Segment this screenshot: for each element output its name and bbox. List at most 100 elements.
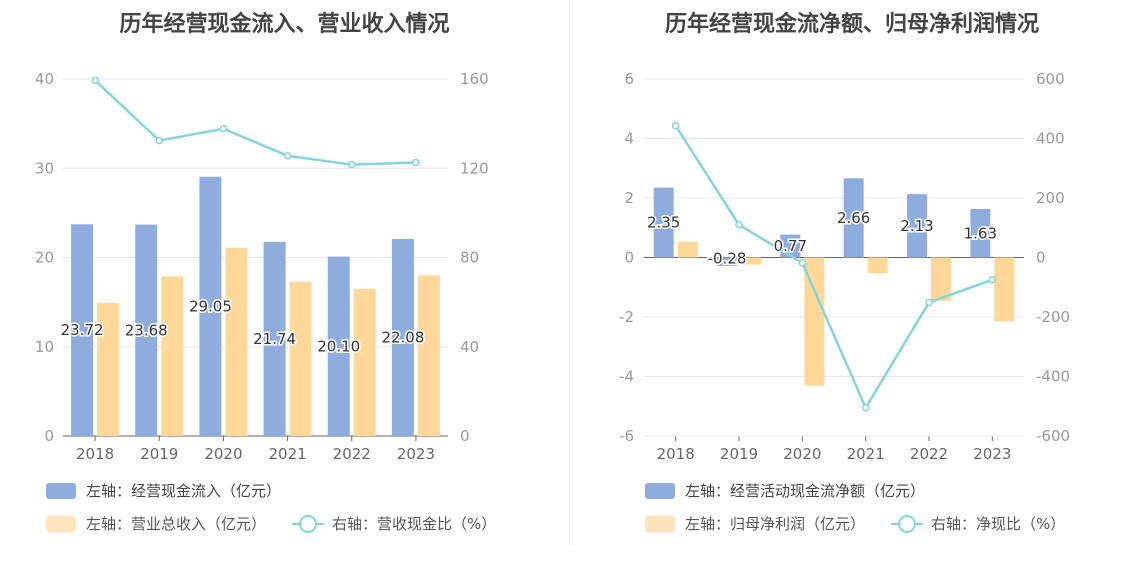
chart2-ratio-point [798,259,807,267]
chart1-x-tick-label: 2018 [76,445,114,463]
chart1-bar-data-label: 29.05 [189,297,232,315]
chart1-left-tick-label: 20 [35,249,54,267]
chart2-x-tick-label: 2022 [910,445,948,463]
chart1-blue-bar [135,224,158,436]
chart2-yellow-bar [804,257,825,386]
chart1-title: 历年经营现金流入、营业收入情况 [119,12,450,37]
chart2-bar-data-label: 2.35 [647,214,680,232]
chart2-yellow-bar [931,257,951,301]
chart1-x-tick-label: 2020 [204,445,242,463]
chart2-right-tick-label: -400 [1036,368,1070,386]
chart2-bar-data-label: 2.13 [900,217,933,235]
chart1-yellow-bar [97,303,120,436]
chart2-left-tick-label: 2 [624,189,634,207]
chart1-x-tick-label: 2022 [333,445,371,463]
chart2-ratio-point [735,221,743,229]
legend-label: 左轴：经营现金流入（亿元） [86,482,282,500]
legend-swatch-blue [46,482,76,499]
chart2-legend-item-ratio[interactable]: 右轴：净现比（%） [891,513,1065,534]
legend-label: 右轴：营收现金比（%） [332,515,497,533]
chart1-x-tick-label: 2023 [397,445,435,463]
chart2-blue-bar [970,209,991,258]
legend-swatch-blue [645,482,675,499]
chart1-left-tick-label: 40 [35,70,54,88]
chart1-bar-data-label: 23.72 [61,321,104,339]
chart1-ratio-point [219,125,228,133]
chart2-yellow-bar [994,257,1015,322]
chart1-bar-data-label: 21.74 [253,330,296,348]
chart2-ratio-point [925,298,933,307]
chart2-yellow-bar [867,257,888,274]
chart2-x-tick-label: 2019 [720,445,758,463]
chart1-legend-item-ratio[interactable]: 右轴：营收现金比（%） [292,513,496,534]
chart1-yellow-bar [417,275,440,436]
chart2-left-tick-label: 4 [624,130,634,148]
chart2-left-tick-label: 0 [624,249,634,267]
chart2-x-tick-label: 2020 [783,445,821,463]
chart2-blue-bar [717,257,737,266]
chart1-right-tick-label: 0 [460,427,470,445]
chart2-ratio-line [674,125,993,411]
legend-line-circle-icon [891,514,923,533]
legend-swatch-yellow [645,515,675,532]
panel-divider [569,0,570,545]
legend-label: 左轴：归母净利润（亿元） [685,515,866,533]
chart1-legend-item-inflow[interactable]: 左轴：经营现金流入（亿元） [46,480,281,501]
chart1-blue-bar [327,256,350,436]
chart2-blue-bar [653,187,674,258]
chart1-legend-item-revenue[interactable]: 左轴：营业总收入（亿元） [46,513,266,534]
chart2-blue-bar [843,178,864,258]
chart2-right-tick-label: 0 [1036,249,1046,267]
legend-label: 左轴：经营活动现金流净额（亿元） [685,482,926,500]
chart1-right-tick-label: 160 [460,70,489,88]
chart1-yellow-bar [161,276,184,436]
chart2-left-tick-label: 6 [624,70,634,88]
chart1-bar-data-label: 23.68 [125,321,168,339]
chart2-blue-bar [907,194,927,258]
chart2-right-tick-label: 400 [1036,130,1065,148]
chart2-left-tick-label: -2 [619,308,634,326]
chart1-ratio-line [94,79,416,166]
chart2-left-tick-label: -4 [619,368,634,386]
chart1-yellow-bar [289,281,312,436]
chart1-right-tick-label: 40 [460,338,479,356]
chart1-right-tick-label: 120 [460,159,489,177]
chart1-left-tick-label: 30 [35,159,54,177]
chart2-bar-data-label: -0.28 [708,250,747,268]
chart2-right-tick-label: 600 [1036,70,1065,88]
chart1-ratio-point [283,152,292,160]
chart2-bar-data-label: 1.63 [964,224,997,242]
chart1-ratio-point [348,160,356,169]
chart2-right-tick-label: 200 [1036,189,1065,207]
chart1-blue-bar [391,238,414,436]
legend-label: 右轴：净现比（%） [931,515,1066,533]
chart1-left-tick-label: 0 [44,427,54,445]
chart2-ratio-point [671,121,680,130]
chart1-ratio-point [155,136,163,145]
legend-label: 左轴：营业总收入（亿元） [86,515,267,533]
chart1-bar-data-label: 22.08 [381,328,424,346]
chart2-legend-item-netflow[interactable]: 左轴：经营活动现金流净额（亿元） [645,480,925,501]
chart2-x-tick-label: 2023 [973,445,1011,463]
chart2-x-tick-label: 2021 [847,445,885,463]
chart1-ratio-point [412,158,420,167]
chart1-blue-bar [263,241,286,436]
chart1-left-tick-label: 10 [35,338,54,356]
legend-swatch-yellow [46,515,76,532]
chart1-blue-bar [71,224,94,436]
chart2-yellow-bar [677,241,698,258]
chart2-right-tick-label: -200 [1036,308,1070,326]
chart1-x-tick-label: 2019 [140,445,178,463]
chart2-legend-item-netprofit[interactable]: 左轴：归母净利润（亿元） [645,513,865,534]
chart2-right-tick-label: -600 [1036,427,1070,445]
chart1-yellow-bar [353,288,376,436]
chart2-ratio-point [861,403,870,412]
chart2-ratio-point [988,276,997,284]
chart2-x-tick-label: 2018 [657,445,695,463]
chart1-right-tick-label: 80 [460,249,479,267]
chart2-bar-data-label: 2.66 [837,209,870,227]
chart2-left-tick-label: -6 [619,427,634,445]
chart1-bar-data-label: 20.10 [317,337,360,355]
